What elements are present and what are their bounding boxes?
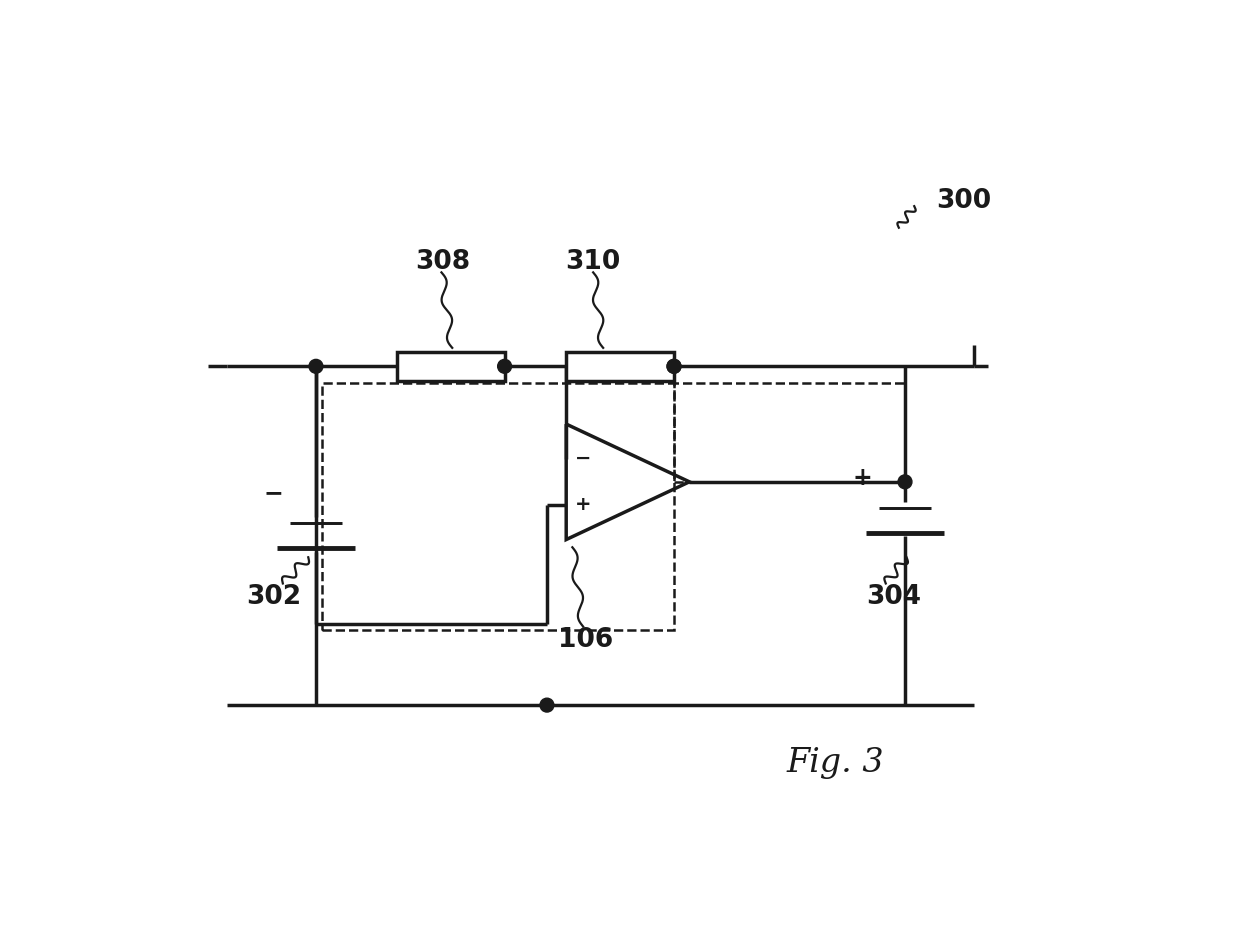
Circle shape bbox=[667, 359, 681, 374]
Circle shape bbox=[667, 359, 681, 374]
Circle shape bbox=[541, 698, 554, 712]
Text: −: − bbox=[575, 449, 591, 468]
Text: −: − bbox=[264, 482, 284, 505]
Text: 302: 302 bbox=[246, 584, 301, 611]
Text: 310: 310 bbox=[565, 249, 621, 275]
Bar bbox=[397, 352, 505, 381]
Text: +: + bbox=[853, 466, 873, 490]
Text: +: + bbox=[575, 496, 591, 515]
Text: 308: 308 bbox=[415, 249, 470, 275]
Text: 304: 304 bbox=[866, 584, 921, 611]
Circle shape bbox=[898, 475, 911, 489]
Bar bbox=[675, 383, 905, 482]
Text: 300: 300 bbox=[936, 188, 991, 213]
Text: 106: 106 bbox=[558, 627, 613, 652]
Text: Fig. 3: Fig. 3 bbox=[787, 747, 884, 779]
Circle shape bbox=[497, 359, 512, 374]
Bar bbox=[567, 352, 675, 381]
Bar bbox=[322, 383, 675, 630]
Circle shape bbox=[309, 359, 322, 374]
